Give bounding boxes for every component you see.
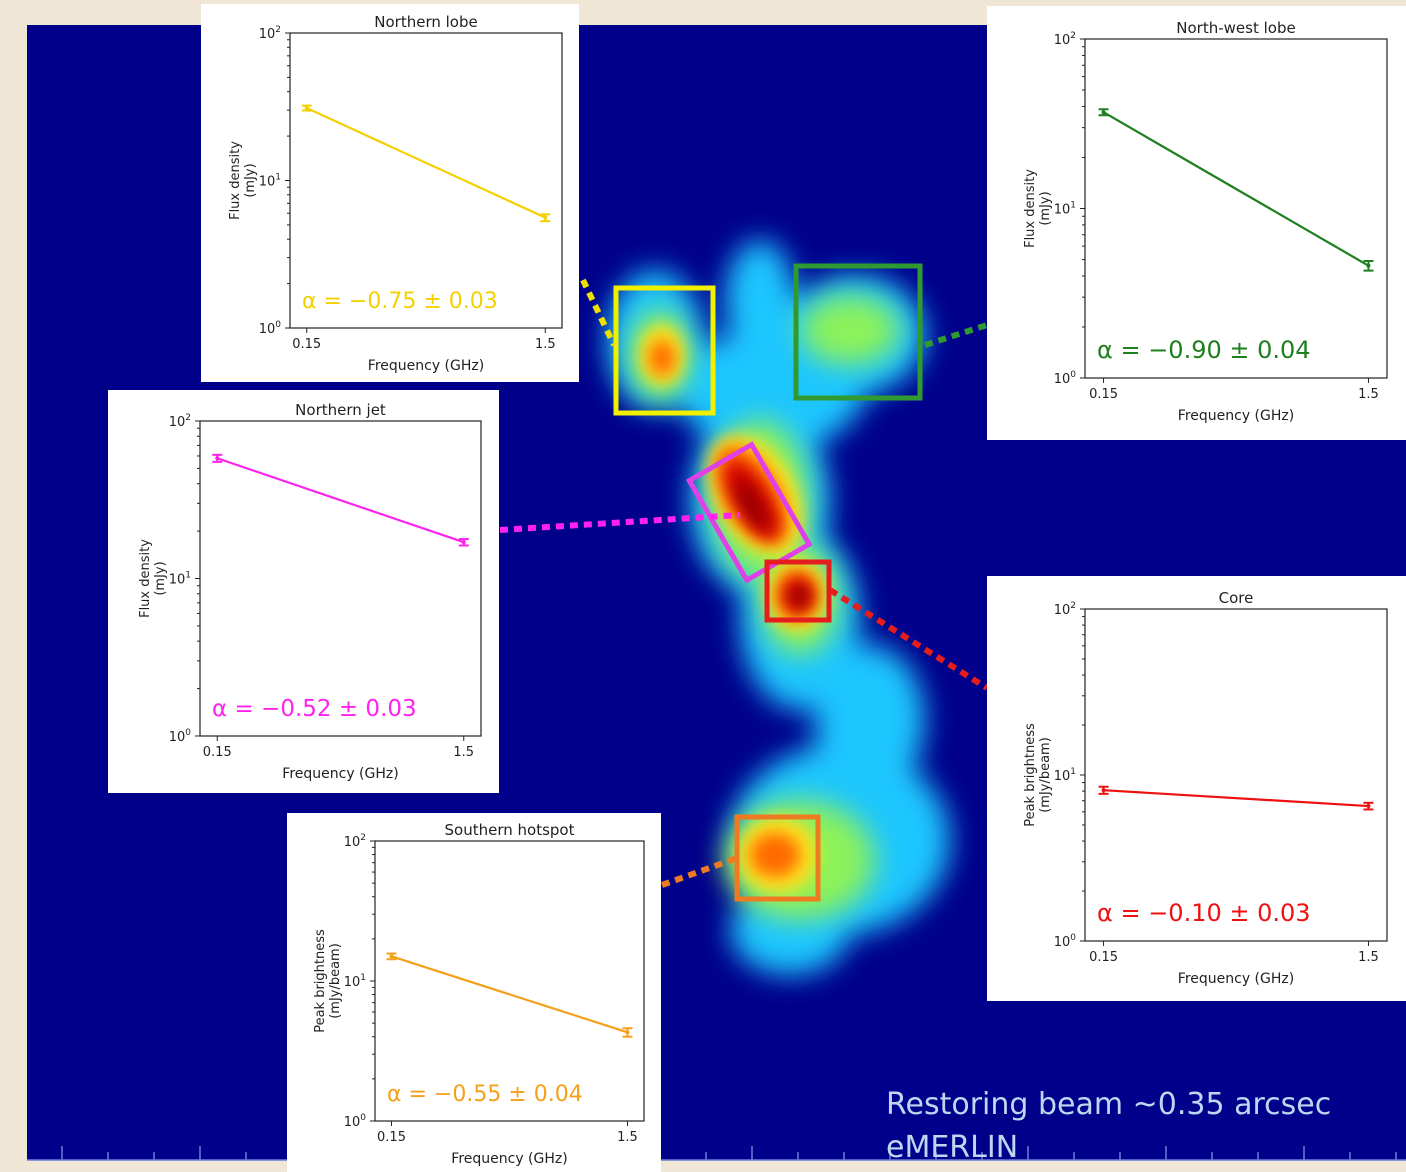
- connector-lines: [499, 278, 989, 888]
- chart-title: Core: [1219, 589, 1254, 607]
- x-tick-label: 0.15: [292, 337, 321, 352]
- chart-panel-northern-jet: Northern jet 100 101 102 0.15 1.5 Frequency (G…: [108, 390, 499, 793]
- plot-frame: [374, 840, 645, 1122]
- series-line: [306, 107, 546, 219]
- plot-frame: [199, 420, 482, 737]
- y-tick-label: 102: [259, 25, 281, 42]
- data-point: [1101, 110, 1106, 115]
- y-axis-label: Peak brightness(mJy/beam): [1023, 723, 1053, 827]
- y-tick-label: 102: [169, 413, 191, 430]
- chart-panel-north-west-lobe: North-west lobe 100 101 102 0.15 1.5 Frequency…: [987, 6, 1406, 440]
- y-axis-label: Flux density(mJy): [1023, 169, 1053, 248]
- y-tick-label: 102: [344, 833, 366, 850]
- y-tick-label: 100: [169, 728, 192, 745]
- x-axis-label: Frequency (GHz): [1178, 408, 1294, 424]
- y-tick-label: 100: [259, 320, 282, 337]
- y-tick-label: 101: [1054, 201, 1076, 218]
- spectral-index-annotation: α = −0.90 ± 0.04: [1097, 336, 1311, 364]
- x-axis-label: Frequency (GHz): [1178, 971, 1294, 987]
- southern-hotspot-region: [734, 814, 821, 902]
- y-tick-label: 101: [344, 973, 366, 990]
- x-tick-label: 0.15: [1089, 387, 1118, 402]
- chart-title: Northern jet: [295, 401, 386, 419]
- spectral-index-annotation: α = −0.10 ± 0.03: [1097, 899, 1311, 927]
- plot-frame: [1084, 608, 1388, 942]
- series-line: [1102, 111, 1370, 267]
- chart-svg: Southern hotspot 100 101 102 0.15 1.5 Frequenc…: [313, 821, 645, 1167]
- x-tick-label: 0.15: [203, 745, 232, 760]
- series-line: [216, 457, 465, 544]
- chart-title: North-west lobe: [1176, 19, 1295, 37]
- x-tick-label: 1.5: [453, 745, 474, 760]
- radio-source: [607, 240, 950, 975]
- chart-svg: Northern lobe 100 101 102 0.15 1.5 Frequency (…: [228, 13, 563, 374]
- restoring-beam-caption: Restoring beam ~0.35 arcsec: [886, 1087, 1332, 1122]
- y-tick-label: 102: [1054, 31, 1076, 48]
- x-tick-label: 1.5: [1358, 387, 1379, 402]
- chart-svg: Core 100 101 102 0.15 1.5 Frequency (GHz) Peak …: [1023, 589, 1388, 987]
- x-axis-label: Frequency (GHz): [451, 1151, 567, 1167]
- x-axis-label: Frequency (GHz): [282, 766, 398, 782]
- chart-panel-southern-hotspot: Southern hotspot 100 101 102 0.15 1.5 Frequenc…: [287, 813, 661, 1172]
- x-tick-label: 1.5: [535, 337, 556, 352]
- y-tick-label: 100: [1054, 933, 1077, 950]
- chart-panel-northern-lobe: Northern lobe 100 101 102 0.15 1.5 Frequency (…: [201, 4, 579, 382]
- region-boxes: [613, 263, 923, 902]
- y-tick-label: 101: [259, 173, 281, 190]
- plot-frame: [289, 32, 563, 329]
- data-point: [1366, 263, 1371, 268]
- spectral-index-annotation: α = −0.75 ± 0.03: [302, 289, 498, 314]
- data-point: [389, 954, 394, 959]
- y-axis-label: Flux density(mJy): [138, 539, 168, 618]
- spectral-index-annotation: α = −0.52 ± 0.03: [212, 696, 417, 722]
- data-point: [304, 106, 309, 111]
- y-tick-label: 100: [1054, 370, 1077, 387]
- series-line: [391, 955, 628, 1034]
- spectral-index-annotation: α = −0.55 ± 0.04: [387, 1082, 583, 1107]
- chart-title: Northern lobe: [374, 13, 477, 31]
- chart-svg: North-west lobe 100 101 102 0.15 1.5 Frequency…: [1023, 19, 1388, 424]
- y-tick-label: 101: [169, 571, 191, 588]
- x-tick-label: 0.15: [377, 1130, 406, 1145]
- x-tick-label: 1.5: [617, 1130, 638, 1145]
- north-west-lobe-region: [793, 263, 923, 401]
- northern-lobe-connector: [580, 278, 617, 347]
- x-tick-label: 1.5: [1358, 950, 1379, 965]
- y-axis-label: Peak brightness(mJy/beam): [313, 929, 343, 1033]
- series-line: [1103, 789, 1369, 808]
- plot-frame: [1084, 38, 1388, 379]
- core-region: [764, 559, 832, 623]
- y-tick-label: 100: [344, 1113, 367, 1130]
- northern-jet-connector: [499, 512, 741, 533]
- data-point: [543, 215, 548, 220]
- y-tick-label: 102: [1054, 601, 1076, 618]
- data-point: [1101, 788, 1106, 793]
- chart-panel-core: Core 100 101 102 0.15 1.5 Frequency (GHz) Peak …: [987, 576, 1406, 1001]
- chart-svg: Northern jet 100 101 102 0.15 1.5 Frequency (G…: [138, 401, 482, 782]
- x-axis-label: Frequency (GHz): [368, 358, 484, 374]
- north-west-lobe-connector: [924, 322, 988, 348]
- y-axis-label: Flux density(mJy): [228, 141, 258, 220]
- data-point: [215, 456, 220, 461]
- data-point: [1366, 804, 1371, 809]
- chart-title: Southern hotspot: [445, 821, 575, 839]
- instrument-caption: eMERLIN: [886, 1130, 1019, 1165]
- x-tick-label: 0.15: [1089, 950, 1118, 965]
- y-tick-label: 101: [1054, 767, 1076, 784]
- core-connector: [828, 587, 989, 691]
- northern-lobe-region: [613, 285, 716, 416]
- data-point: [461, 540, 466, 545]
- data-point: [625, 1030, 630, 1035]
